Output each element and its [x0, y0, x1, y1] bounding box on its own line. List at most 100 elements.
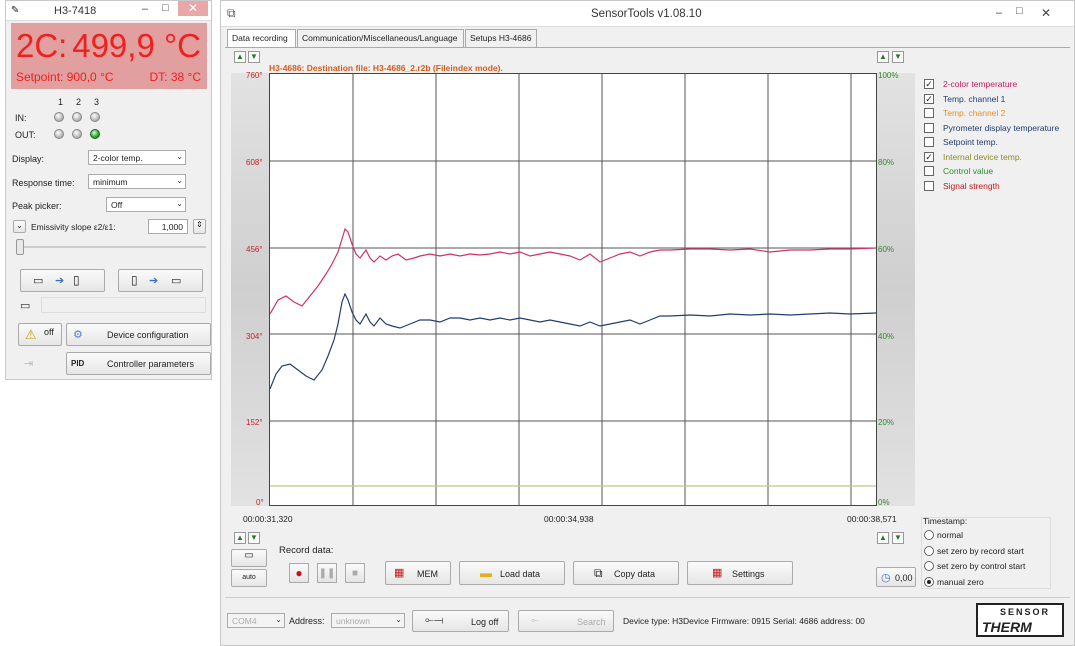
stop-button[interactable]: ■: [345, 563, 365, 583]
pyrometer-icon: ▭: [171, 275, 182, 287]
chevron-down-icon: ⌄: [176, 152, 183, 161]
left-tick: 608°: [246, 158, 263, 167]
device-window-titlebar: ✎ H3-7418 – □ ✕: [6, 1, 211, 21]
channel-checkbox[interactable]: [924, 108, 934, 118]
channel-checkbox[interactable]: [924, 180, 934, 191]
recording-plot[interactable]: [269, 73, 877, 506]
record-button[interactable]: ●: [289, 563, 309, 583]
tab-data-recording[interactable]: Data recording: [227, 29, 296, 48]
device-record-button[interactable]: ▭: [231, 549, 267, 567]
search-label: Search: [577, 617, 606, 627]
timestamp-option-label: set zero by control start: [937, 561, 1026, 571]
settings-button[interactable]: ▦ Settings: [687, 561, 793, 585]
channel-label: Control value: [943, 166, 994, 176]
timestamp-option-label: manual zero: [937, 576, 984, 587]
timestamp-label: Timestamp:: [923, 516, 968, 526]
channel-checkbox[interactable]: [924, 137, 934, 147]
scale-up-left-icon[interactable]: ▲: [234, 51, 246, 63]
temperature-value: 499,9 °C: [72, 27, 201, 64]
load-data-button[interactable]: ▬ Load data: [459, 561, 565, 585]
right-tick: 80%: [878, 158, 895, 167]
port-value: COM4: [232, 616, 257, 626]
channel-checkbox[interactable]: [924, 122, 934, 133]
sensortools-titlebar: ⧉ SensorTools v1.08.10 – □ ✕: [221, 1, 1074, 27]
time-label-start: 00:00:31,320: [243, 514, 293, 524]
scale-down-left-bottom-icon[interactable]: ▼: [248, 532, 260, 544]
timestamp-radio[interactable]: [924, 561, 934, 571]
scale-down-left-icon[interactable]: ▼: [248, 51, 260, 63]
close-icon[interactable]: ✕: [1041, 6, 1052, 20]
status-field: [41, 297, 206, 313]
read-from-device-button[interactable]: ▭ ➔ ▯: [20, 269, 105, 292]
emissivity-slider-thumb[interactable]: [16, 239, 24, 255]
timer-zero-button[interactable]: ◷ 0,00: [876, 567, 916, 587]
channel-label: Pyrometer display temperature: [943, 122, 1060, 133]
destination-file-header: H3-4686: Destination file: H3-4686_2.r2b…: [269, 63, 503, 73]
left-tick: 456°: [246, 245, 263, 254]
pause-button[interactable]: ❚❚: [317, 563, 337, 583]
peak-picker-select[interactable]: Off ⌄: [106, 197, 186, 212]
scale-down-right-icon[interactable]: ▼: [892, 51, 904, 63]
log-off-label: Log off: [471, 617, 499, 627]
controller-parameters-button[interactable]: PID Controller parameters: [66, 352, 211, 375]
laser-toggle-button[interactable]: ⚠ off: [18, 323, 62, 346]
timestamp-radio[interactable]: [924, 530, 934, 540]
minimize-icon[interactable]: –: [142, 3, 149, 15]
search-button[interactable]: ⟜ Search: [518, 610, 614, 632]
mem-button[interactable]: ▦ MEM: [385, 561, 451, 585]
auto-record-button[interactable]: auto: [231, 569, 267, 587]
scale-down-right-bottom-icon[interactable]: ▼: [892, 532, 904, 544]
expand-emissivity-button[interactable]: ⌄: [13, 220, 26, 233]
write-to-device-button[interactable]: ▯ ➔ ▭: [118, 269, 203, 292]
device-window: ✎ H3-7418 – □ ✕ 2C: 499,9 °C Setpoint: 9…: [5, 0, 212, 380]
channel-checkbox[interactable]: [924, 166, 934, 176]
timestamp-option-label: normal: [937, 530, 963, 540]
timestamp-radio[interactable]: [924, 545, 934, 556]
scale-up-right-icon[interactable]: ▲: [877, 51, 889, 63]
response-time-select[interactable]: minimum ⌄: [88, 174, 186, 189]
log-off-button[interactable]: ⟜⟞ Log off: [412, 610, 509, 632]
right-axis-gutter[interactable]: [877, 73, 915, 506]
device-configuration-label: Device configuration: [107, 330, 189, 340]
pyrometer-status-icon: ▭: [20, 300, 31, 312]
maximize-icon[interactable]: □: [162, 2, 169, 14]
settings-label: Settings: [732, 569, 765, 579]
right-tick: 60%: [878, 245, 895, 254]
peak-select-value: Off: [111, 200, 123, 210]
right-tick: 20%: [878, 418, 895, 427]
laser-warning-icon: ⚠: [25, 327, 37, 342]
channel-checkbox[interactable]: ✓: [924, 79, 934, 89]
emissivity-spinner[interactable]: ⇕: [193, 219, 206, 234]
app-wrench-icon: ✎: [11, 5, 20, 16]
file-icon: ▯: [73, 273, 80, 287]
chevron-down-icon: ⌄: [275, 615, 282, 624]
emissivity-input[interactable]: 1,000: [148, 219, 188, 234]
chevron-down-icon: ⌄: [176, 199, 183, 208]
setpoint-readout: Setpoint: 900,0 °C: [16, 70, 114, 84]
copy-data-button[interactable]: ⧉ Copy data: [573, 561, 679, 585]
close-icon[interactable]: ✕: [178, 1, 208, 16]
left-axis-gutter[interactable]: [231, 73, 269, 506]
display-select[interactable]: 2-color temp. ⌄: [88, 150, 186, 165]
maximize-icon[interactable]: □: [1016, 5, 1023, 17]
tab-setups[interactable]: Setups H3-4686: [465, 29, 537, 47]
in-led-2: [72, 112, 82, 122]
pid-icon: PID: [71, 359, 85, 368]
response-select-value: minimum: [93, 177, 128, 187]
tab-communication[interactable]: Communication/Miscellaneous/Language: [297, 29, 464, 47]
port-select[interactable]: COM4 ⌄: [227, 613, 285, 628]
timestamp-radio[interactable]: [924, 576, 934, 587]
arrow-right-icon: ➔: [149, 275, 159, 287]
minimize-icon[interactable]: –: [996, 7, 1003, 19]
channel-checkbox[interactable]: ✓: [924, 93, 934, 104]
channel-label: 2-color temperature: [943, 79, 1018, 89]
address-select[interactable]: unknown ⌄: [331, 613, 405, 628]
channel-checkbox[interactable]: ✓: [924, 151, 934, 162]
response-label: Response time:: [12, 178, 75, 188]
device-configuration-button[interactable]: ⚙ Device configuration: [66, 323, 211, 346]
emissivity-slider-track: [16, 246, 206, 248]
scale-up-left-bottom-icon[interactable]: ▲: [234, 532, 246, 544]
channel-1-temp-line: [269, 292, 877, 390]
scale-up-right-bottom-icon[interactable]: ▲: [877, 532, 889, 544]
logo-top: SENSOR: [1000, 607, 1051, 617]
